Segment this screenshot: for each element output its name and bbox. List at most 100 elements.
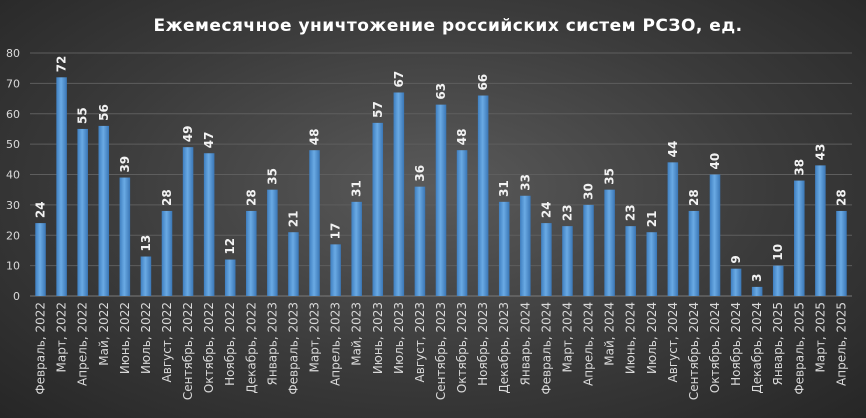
x-axis-ticks: Февраль, 2022 Март, 2022 Апрель, 2022 Май, … xyxy=(34,302,849,400)
x-tick-label: Февраль, 2025 xyxy=(792,302,806,395)
bar xyxy=(182,147,194,296)
data-label: 38 xyxy=(792,159,806,176)
bar xyxy=(309,150,320,296)
data-label: 21 xyxy=(286,211,300,228)
x-tick-label: Январь, 2025 xyxy=(771,302,785,385)
bar xyxy=(203,153,215,296)
x-tick-label: Сентябрь, 2022 xyxy=(181,302,195,400)
data-label: 36 xyxy=(413,165,427,182)
bar xyxy=(351,201,362,296)
data-label: 67 xyxy=(392,71,406,88)
data-label: 33 xyxy=(518,174,532,191)
bar xyxy=(772,265,784,296)
bar xyxy=(709,174,721,296)
x-tick-label: Июль, 2022 xyxy=(139,302,153,374)
bar xyxy=(140,256,152,296)
bar xyxy=(267,189,278,296)
data-label: 72 xyxy=(55,56,69,73)
data-label: 12 xyxy=(223,238,237,255)
bar xyxy=(604,189,615,296)
data-label: 24 xyxy=(34,201,48,218)
x-tick-label: Март, 2023 xyxy=(308,302,322,372)
data-label: 10 xyxy=(771,244,785,261)
y-tick-label: 50 xyxy=(6,138,20,151)
data-label: 48 xyxy=(455,128,469,145)
data-label: 47 xyxy=(202,132,216,149)
data-label: 31 xyxy=(350,180,364,197)
data-label: 55 xyxy=(76,107,90,124)
x-tick-label: Январь, 2024 xyxy=(518,302,532,385)
x-tick-label: Апрель, 2025 xyxy=(834,302,848,386)
x-tick-label: Апрель, 2024 xyxy=(582,302,596,386)
x-tick-label: Июль, 2024 xyxy=(645,302,659,374)
x-tick-label: Февраль, 2024 xyxy=(539,302,553,395)
x-tick-label: Март, 2024 xyxy=(560,302,574,372)
x-tick-label: Ноябрь, 2023 xyxy=(476,302,490,386)
data-label: 40 xyxy=(708,153,722,170)
x-tick-label: Август, 2023 xyxy=(413,302,427,382)
data-label: 13 xyxy=(139,235,153,252)
chart-title: Ежемесячное уничтожение российских систе… xyxy=(153,16,742,36)
bar xyxy=(646,232,658,296)
x-tick-label: Октябрь, 2022 xyxy=(202,302,216,393)
bar xyxy=(688,210,700,296)
x-tick-label: Май, 2024 xyxy=(603,302,617,366)
bar xyxy=(456,150,468,296)
x-tick-label: Апрель, 2023 xyxy=(329,302,343,386)
bar xyxy=(330,244,341,296)
data-label: 63 xyxy=(434,83,448,100)
bar xyxy=(541,223,552,296)
bar xyxy=(98,125,110,297)
x-tick-label: Август, 2022 xyxy=(160,302,174,382)
data-label: 24 xyxy=(539,201,553,218)
data-label: 28 xyxy=(834,189,848,206)
data-label: 56 xyxy=(97,104,111,121)
bar xyxy=(161,210,173,296)
x-tick-label: Сентябрь, 2024 xyxy=(687,302,701,400)
x-tick-label: Декабрь, 2023 xyxy=(497,302,511,394)
x-tick-label: Июль, 2023 xyxy=(392,302,406,374)
data-label: 28 xyxy=(160,189,174,206)
bar xyxy=(583,204,594,296)
data-label: 31 xyxy=(497,180,511,197)
x-tick-label: Июнь, 2024 xyxy=(624,302,638,374)
y-axis-ticks: 0 10 20 30 40 50 60 70 80 xyxy=(6,47,20,303)
x-tick-label: Ноябрь, 2022 xyxy=(223,302,237,386)
y-tick-label: 10 xyxy=(6,260,20,273)
bar xyxy=(435,104,447,296)
bar xyxy=(119,177,131,296)
y-tick-label: 80 xyxy=(6,47,20,60)
data-label: 28 xyxy=(244,189,258,206)
bar xyxy=(372,122,384,296)
data-label: 49 xyxy=(181,125,195,142)
bar xyxy=(836,210,847,296)
data-label: 28 xyxy=(687,189,701,206)
x-tick-label: Февраль, 2022 xyxy=(34,302,48,395)
bar xyxy=(393,92,405,296)
data-label: 30 xyxy=(582,183,596,200)
data-label: 48 xyxy=(308,128,322,145)
x-tick-label: Февраль, 2023 xyxy=(286,302,300,395)
bar xyxy=(751,286,763,296)
bar xyxy=(730,268,742,296)
bar xyxy=(520,195,531,296)
y-tick-label: 40 xyxy=(6,169,20,182)
data-label: 21 xyxy=(645,211,659,228)
bar xyxy=(35,223,46,296)
x-tick-label: Декабрь, 2022 xyxy=(244,302,258,394)
bar xyxy=(815,165,826,296)
bar xyxy=(477,95,489,297)
x-tick-label: Сентябрь, 2023 xyxy=(434,302,448,400)
data-label: 43 xyxy=(813,144,827,161)
bar xyxy=(288,232,299,296)
x-tick-label: Июнь, 2023 xyxy=(371,302,385,374)
y-tick-label: 70 xyxy=(6,77,20,90)
x-tick-label: Октябрь, 2023 xyxy=(455,302,469,393)
bar xyxy=(414,186,426,296)
data-label: 23 xyxy=(560,204,574,221)
x-tick-label: Ноябрь, 2024 xyxy=(729,302,743,386)
bar xyxy=(794,180,805,296)
